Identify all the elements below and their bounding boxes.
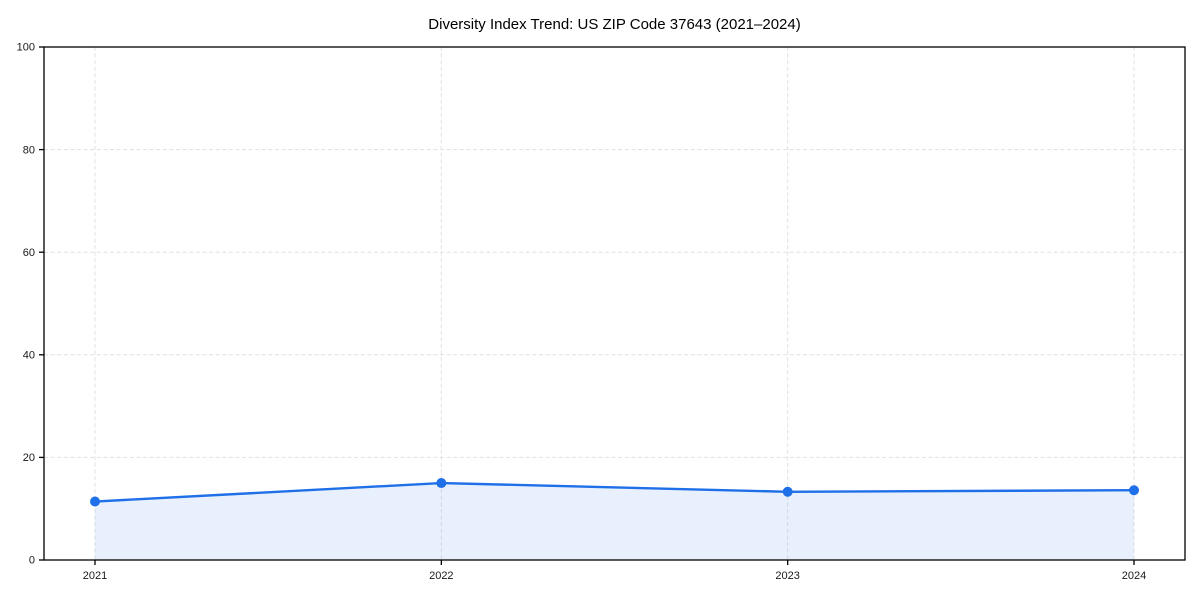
plot-border	[43, 46, 1186, 561]
y-tick-label: 40	[23, 350, 35, 362]
x-tick-label: 2021	[83, 570, 107, 582]
plot-area: 0 20 40 60 80 100 2021 2022 2023 2024	[17, 42, 1186, 582]
y-tick-label: 60	[23, 247, 35, 259]
chart-title: Diversity Index Trend: US ZIP Code 37643…	[428, 16, 800, 33]
y-tick-label: 80	[23, 144, 35, 156]
data-point	[436, 478, 447, 489]
series-line	[93, 481, 1136, 503]
x-tick-label: 2024	[1122, 570, 1146, 582]
area-fill	[95, 483, 1134, 560]
y-tick-label: 20	[23, 452, 35, 464]
x-tick-label: 2023	[775, 570, 799, 582]
y-tick-label: 100	[17, 42, 35, 54]
data-point	[782, 486, 793, 497]
data-point	[90, 496, 100, 507]
x-tick-label: 2022	[429, 570, 453, 582]
y-tick-label: 0	[29, 555, 35, 567]
data-point	[1129, 485, 1139, 496]
